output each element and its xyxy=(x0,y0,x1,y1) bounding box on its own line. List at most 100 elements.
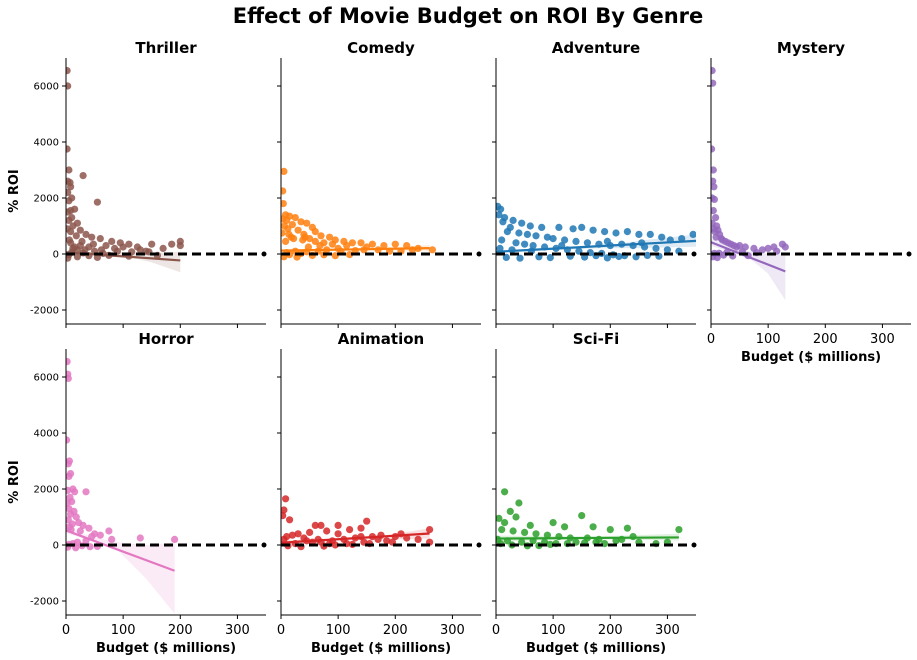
regression-line xyxy=(496,239,696,253)
data-point xyxy=(282,495,290,503)
data-point xyxy=(66,208,72,216)
data-point xyxy=(66,460,72,468)
data-point xyxy=(67,228,75,236)
data-point xyxy=(532,232,540,240)
data-point xyxy=(317,232,325,240)
data-point xyxy=(383,537,391,545)
data-point xyxy=(546,254,554,262)
data-point xyxy=(501,488,509,496)
data-point xyxy=(281,512,287,520)
panel-horror: -2000 0 2000 4000 6000 0 100 200 300 Budget ($ mi… xyxy=(7,330,267,656)
data-point xyxy=(561,523,569,531)
data-point xyxy=(294,226,302,234)
data-point xyxy=(357,524,365,532)
figure-title: Effect of Movie Budget on ROI By Genre xyxy=(233,4,704,28)
zero-line-marker xyxy=(261,542,267,548)
data-point xyxy=(72,232,80,240)
data-point xyxy=(623,524,632,532)
plot-area xyxy=(66,358,179,614)
data-point xyxy=(675,526,683,534)
data-point xyxy=(736,242,744,250)
data-point xyxy=(294,530,302,538)
data-point xyxy=(111,244,119,252)
panel-adventure: Adventure xyxy=(492,39,697,328)
zero-line-marker xyxy=(906,251,912,257)
data-point xyxy=(512,239,520,247)
x-tick-label: 100 xyxy=(541,623,566,638)
ci-band xyxy=(711,238,786,301)
data-point xyxy=(512,513,520,521)
data-point xyxy=(125,240,133,248)
data-point xyxy=(603,254,612,262)
data-point xyxy=(781,243,789,251)
data-point xyxy=(88,233,96,241)
data-point xyxy=(108,535,116,544)
regression-line xyxy=(66,529,175,572)
data-point xyxy=(89,240,97,248)
data-point xyxy=(93,198,101,206)
data-point xyxy=(311,228,319,236)
data-point xyxy=(311,521,319,530)
data-point xyxy=(713,254,721,262)
data-point xyxy=(102,242,110,250)
data-point xyxy=(69,222,77,230)
data-point xyxy=(66,145,71,153)
data-point xyxy=(67,510,75,518)
x-tick-label: 0 xyxy=(492,623,500,638)
data-point xyxy=(623,228,632,236)
data-point xyxy=(518,538,526,546)
plot-area xyxy=(711,67,789,301)
data-point xyxy=(288,221,296,229)
data-point xyxy=(428,246,436,254)
plot-area xyxy=(281,167,436,261)
y-tick-label: 4000 xyxy=(34,429,59,440)
data-point xyxy=(79,521,87,530)
data-point xyxy=(76,527,84,535)
data-point xyxy=(569,225,577,233)
y-tick-label: 6000 xyxy=(34,82,59,93)
data-point xyxy=(66,472,73,480)
regression-line xyxy=(281,247,430,252)
data-point xyxy=(523,230,532,238)
data-point xyxy=(281,535,288,543)
data-point xyxy=(521,528,529,537)
data-point xyxy=(304,243,312,251)
data-point xyxy=(76,242,84,250)
data-point xyxy=(328,240,336,248)
data-point xyxy=(711,183,718,191)
data-point xyxy=(136,246,144,254)
data-point xyxy=(73,253,81,261)
y-tick-label: 6000 xyxy=(34,373,59,384)
data-point xyxy=(497,205,505,213)
data-point xyxy=(288,531,296,539)
x-tick-label: 200 xyxy=(383,623,408,638)
data-point xyxy=(176,242,184,250)
y-tick-label: -2000 xyxy=(30,306,59,317)
data-point xyxy=(97,246,105,254)
data-point xyxy=(346,526,354,534)
data-point xyxy=(108,237,116,245)
data-point xyxy=(496,514,503,522)
data-point xyxy=(578,511,586,520)
data-point xyxy=(561,236,569,244)
data-point xyxy=(380,242,388,250)
data-point xyxy=(282,237,290,245)
regression-line xyxy=(281,532,430,544)
data-point xyxy=(281,506,288,514)
x-tick-label: 200 xyxy=(813,332,838,347)
data-point xyxy=(290,235,298,243)
data-point xyxy=(76,226,84,234)
data-point xyxy=(105,527,113,535)
data-point xyxy=(119,243,127,251)
data-point xyxy=(529,242,537,250)
y-axis-label: % ROI xyxy=(7,169,22,212)
plot-area xyxy=(496,202,696,262)
data-point xyxy=(281,200,287,208)
x-tick-label: 300 xyxy=(225,623,250,638)
data-point xyxy=(711,166,717,174)
x-tick-label: 0 xyxy=(277,623,285,638)
data-point xyxy=(281,187,287,195)
data-point xyxy=(498,236,506,244)
ci-band xyxy=(66,527,175,614)
